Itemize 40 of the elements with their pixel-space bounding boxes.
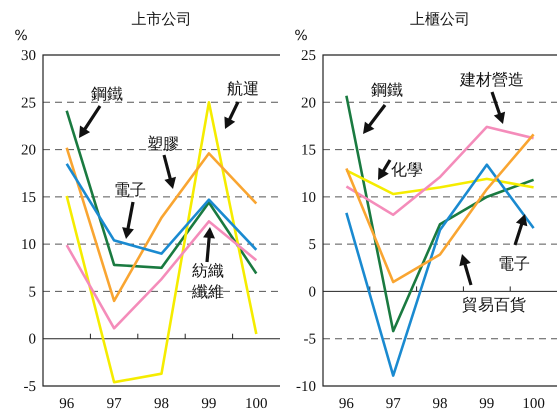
text: 貿易百貨	[462, 295, 526, 314]
series-label: 塑膠	[147, 134, 179, 153]
chart-title: 上櫃公司	[410, 10, 470, 28]
y-tick-label: 0	[308, 284, 316, 300]
series-label: 航運	[227, 79, 259, 98]
x-tick-label: 96	[338, 396, 354, 412]
y-tick-label: 20	[21, 142, 36, 159]
x-tick-label: 98	[154, 396, 169, 412]
y-tick-label: -5	[24, 379, 36, 395]
x-tick-label: 100	[522, 396, 545, 412]
x-tick-label: 98	[432, 396, 448, 412]
x-tick-label: 97	[106, 396, 122, 412]
x-tick-label: 99	[479, 396, 494, 412]
series-label: 鋼鐵	[371, 80, 403, 99]
x-tick-label: 99	[201, 396, 216, 412]
y-axis-title: %	[294, 28, 308, 44]
series-label: 電子	[114, 180, 146, 199]
y-tick-label: 30	[21, 48, 36, 64]
series-label: 電子	[498, 254, 530, 273]
y-tick-label: -5	[304, 332, 316, 348]
y-tick-label: 10	[301, 190, 316, 206]
series-label: 化學	[391, 160, 423, 179]
x-tick-label: 100	[245, 396, 268, 412]
y-axis-title: %	[14, 28, 28, 44]
y-tick-label: 10	[21, 237, 36, 254]
y-tick-label: 0	[28, 332, 36, 348]
series-label: 鋼鐵	[91, 84, 123, 103]
y-tick-label: 25	[21, 95, 36, 112]
y-tick-label: 5	[28, 284, 36, 300]
x-tick-label: 96	[59, 396, 75, 412]
y-tick-label: 20	[301, 95, 316, 112]
text: 建材營造	[459, 70, 524, 89]
y-tick-label: 15	[21, 190, 36, 206]
chart-title: 上市公司	[132, 10, 192, 28]
y-tick-label: 15	[301, 142, 316, 159]
y-tick-label: 25	[301, 48, 316, 64]
y-tick-label: 5	[308, 237, 316, 254]
series-label: 紡織纖維	[191, 261, 224, 301]
y-tick-label: -10	[296, 379, 316, 395]
x-tick-label: 97	[386, 396, 402, 412]
